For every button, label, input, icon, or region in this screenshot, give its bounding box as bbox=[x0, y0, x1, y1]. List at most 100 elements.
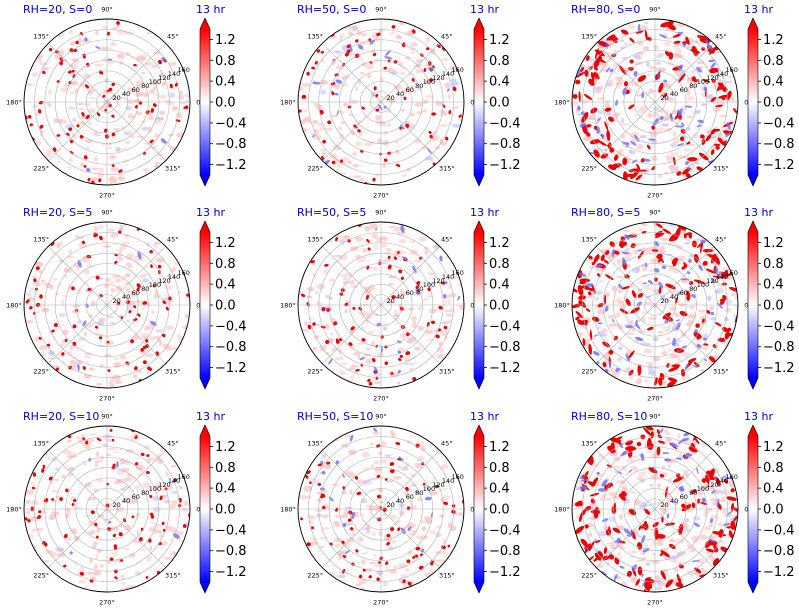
colorbar-tick-label: −0.8 bbox=[215, 340, 247, 355]
angle-tick-label: 270° bbox=[373, 599, 389, 607]
radial-tick-label: 20 bbox=[112, 297, 120, 305]
colorbar-extend-min bbox=[200, 582, 210, 593]
angle-tick-label: 45° bbox=[167, 236, 179, 244]
angle-tick-label: 315° bbox=[165, 571, 181, 579]
colorbar-gradient bbox=[748, 29, 758, 175]
colorbar-gradient bbox=[474, 436, 484, 582]
radial-tick-label: 140 bbox=[442, 70, 454, 78]
colorbar-tick-label: 0.8 bbox=[489, 461, 510, 476]
angle-tick-label: 45° bbox=[715, 440, 727, 448]
angular-gridline bbox=[106, 508, 166, 568]
polar-frame bbox=[23, 221, 191, 389]
colorbar-tick-label: −0.4 bbox=[489, 319, 521, 334]
radial-tick-label: 40 bbox=[396, 90, 404, 98]
angle-tick-label: 315° bbox=[713, 367, 729, 375]
radial-tick-label: 160 bbox=[451, 66, 463, 74]
radial-tick-label: 60 bbox=[680, 493, 688, 501]
angle-tick-label: 90° bbox=[101, 6, 113, 14]
colorbar-tick-label: 0.8 bbox=[763, 54, 784, 69]
angle-tick-label: 90° bbox=[101, 413, 113, 421]
colorbar-extend-max bbox=[474, 425, 484, 436]
angular-gridline bbox=[380, 508, 440, 568]
colorbar-extend-max bbox=[200, 221, 210, 232]
angle-tick-label: 45° bbox=[167, 33, 179, 41]
speckle-field bbox=[298, 223, 464, 386]
angular-gridline bbox=[654, 508, 714, 568]
colorbar-tick-label: −0.4 bbox=[215, 523, 247, 538]
radial-tick-label: 100 bbox=[149, 78, 161, 86]
angle-tick-label: 135° bbox=[581, 33, 597, 41]
angular-gridline bbox=[48, 304, 108, 364]
colorbar-outline bbox=[199, 424, 211, 594]
angle-tick-label: 90° bbox=[101, 209, 113, 217]
colorbar-extend-min bbox=[748, 378, 758, 389]
colorbar-tick-label: 0.8 bbox=[215, 54, 236, 69]
angle-tick-label: 270° bbox=[647, 395, 663, 403]
colorbar-tick-label: 1.2 bbox=[763, 440, 784, 455]
angle-tick-label: 135° bbox=[307, 440, 323, 448]
angle-tick-label: 180° bbox=[6, 506, 22, 514]
radial-tick-label: 60 bbox=[132, 86, 140, 94]
radial-tick-label: 100 bbox=[697, 485, 709, 493]
colorbar: 1.2 0.8 0.4 0.0 −0.4 −0.8 −1.2 bbox=[199, 17, 247, 187]
radial-tick-label: 140 bbox=[716, 70, 728, 78]
colorbar-tick-label: −0.4 bbox=[215, 116, 247, 131]
radial-tick-label: 160 bbox=[177, 269, 189, 277]
radial-tick-label: 60 bbox=[680, 289, 688, 297]
radial-tick-label: 100 bbox=[697, 78, 709, 86]
radial-tick-label: 120 bbox=[432, 277, 444, 285]
colorbar-tick-label: −0.4 bbox=[489, 116, 521, 131]
colorbar-tick-label: −0.4 bbox=[763, 319, 795, 334]
radial-tick-label: 20 bbox=[386, 501, 394, 509]
radial-tick-label: 160 bbox=[177, 66, 189, 74]
angular-gridline bbox=[380, 304, 440, 364]
speckle-field bbox=[572, 426, 738, 592]
angle-tick-label: 135° bbox=[33, 440, 49, 448]
polar-frame bbox=[571, 425, 739, 593]
panel-time-label: 13 hr bbox=[196, 206, 225, 219]
colorbar-tick-label: 0.0 bbox=[215, 96, 236, 111]
angular-gridline bbox=[106, 43, 166, 103]
angular-gridline bbox=[48, 101, 108, 161]
colorbar-tick-label: −0.4 bbox=[763, 116, 795, 131]
panel-title: RH=20, S=10 bbox=[23, 410, 99, 423]
radial-tick-label: 140 bbox=[168, 70, 180, 78]
angular-gridline bbox=[48, 43, 108, 103]
radial-tick-label: 80 bbox=[141, 489, 149, 497]
polar-frame bbox=[297, 221, 465, 389]
radial-tick-label: 40 bbox=[122, 90, 130, 98]
colorbar-tick-label: −0.8 bbox=[489, 137, 521, 152]
colorbar-tick-label: 0.0 bbox=[763, 299, 784, 314]
angular-gridline bbox=[596, 43, 656, 103]
angle-tick-label: 45° bbox=[715, 236, 727, 244]
radial-tick-label: 120 bbox=[158, 277, 170, 285]
radial-tick-label: 80 bbox=[689, 489, 697, 497]
speckle-field bbox=[572, 222, 738, 388]
radial-tick-label: 120 bbox=[432, 481, 444, 489]
speckle-field bbox=[24, 21, 190, 185]
colorbar-gradient bbox=[200, 436, 210, 582]
colorbar-tick-label: −0.8 bbox=[763, 544, 795, 559]
polar-frame bbox=[571, 18, 739, 186]
angular-gridline bbox=[654, 101, 714, 161]
panel-title: RH=50, S=0 bbox=[297, 3, 366, 16]
angular-gridline bbox=[322, 101, 382, 161]
colorbar-extend-min bbox=[748, 582, 758, 593]
angular-gridline bbox=[654, 43, 714, 103]
panel-title: RH=50, S=5 bbox=[297, 206, 366, 219]
radial-tick-label: 140 bbox=[168, 273, 180, 281]
polar-frame bbox=[297, 18, 465, 186]
panel-title: RH=80, S=10 bbox=[571, 410, 647, 423]
colorbar-tick-label: 0.8 bbox=[215, 257, 236, 272]
polar-frame bbox=[23, 425, 191, 593]
colorbar-tick-label: 0.8 bbox=[763, 257, 784, 272]
radial-tick-label: 20 bbox=[386, 94, 394, 102]
colorbar-gradient bbox=[748, 232, 758, 378]
radial-tick-label: 100 bbox=[423, 485, 435, 493]
radial-tick-label: 100 bbox=[697, 281, 709, 289]
colorbar-tick-label: 0.0 bbox=[489, 96, 510, 111]
angle-tick-label: 225° bbox=[581, 164, 597, 172]
angle-tick-label: 270° bbox=[647, 599, 663, 607]
angle-tick-label: 45° bbox=[167, 440, 179, 448]
angle-tick-label: 180° bbox=[554, 302, 570, 310]
